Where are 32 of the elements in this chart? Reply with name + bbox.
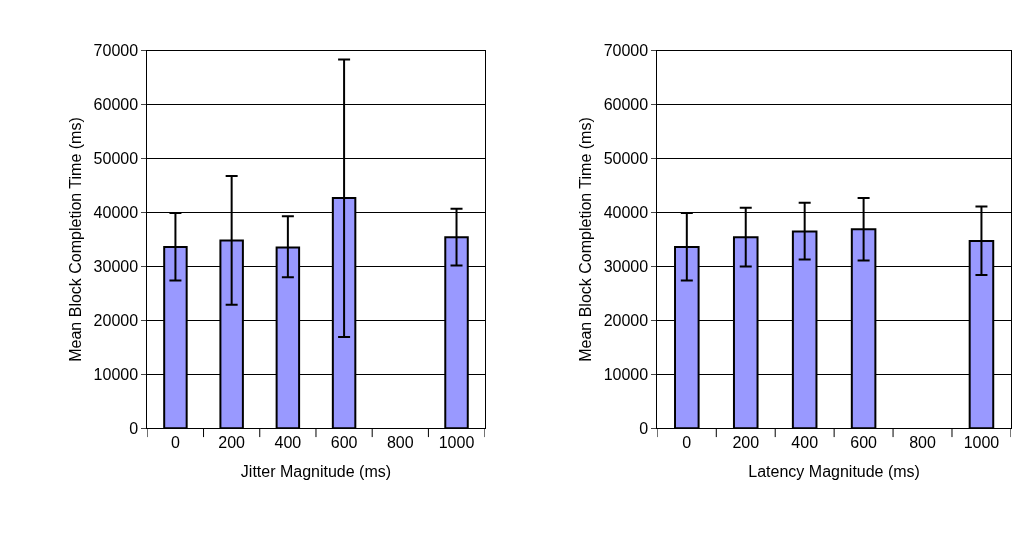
y-tick-label: 20000: [603, 311, 649, 329]
x-tick-label: 400: [791, 434, 819, 452]
y-tick-label: 40000: [93, 204, 139, 222]
y-tick-label: 60000: [93, 96, 139, 114]
y-tick-label: 60000: [603, 96, 649, 114]
x-tick-label: 800: [909, 434, 936, 452]
y-tick-label: 70000: [603, 42, 649, 60]
x-tick-label: 1000: [963, 434, 1000, 452]
x-tick-label: 800: [386, 434, 414, 452]
x-tick-label: 0: [682, 434, 692, 452]
x-tick-label: 1000: [438, 434, 475, 452]
x-tick-label: 200: [218, 434, 246, 452]
x-axis-title: Jitter Magnitude (ms): [240, 463, 392, 481]
y-tick-label: 0: [129, 419, 139, 437]
x-tick-label: 400: [274, 434, 302, 452]
y-tick-label: 30000: [93, 258, 139, 276]
y-axis-title: Mean Block Completion Time (ms): [576, 117, 594, 362]
y-tick-label: 50000: [93, 150, 139, 168]
y-axis-title: Mean Block Completion Time (ms): [66, 117, 84, 362]
x-tick-label: 200: [732, 434, 760, 452]
y-tick-label: 0: [639, 419, 649, 437]
y-tick-label: 10000: [603, 365, 649, 383]
x-tick-label: 600: [330, 434, 358, 452]
x-tick-label: 600: [850, 434, 878, 452]
y-tick-label: 10000: [93, 365, 139, 383]
y-tick-label: 30000: [603, 258, 649, 276]
y-tick-label: 70000: [93, 42, 139, 60]
x-axis-title: Latency Magnitude (ms): [748, 463, 920, 481]
y-tick-label: 40000: [603, 204, 649, 222]
y-tick-label: 50000: [603, 150, 649, 168]
y-tick-label: 20000: [93, 311, 139, 329]
x-tick-label: 0: [170, 434, 180, 452]
